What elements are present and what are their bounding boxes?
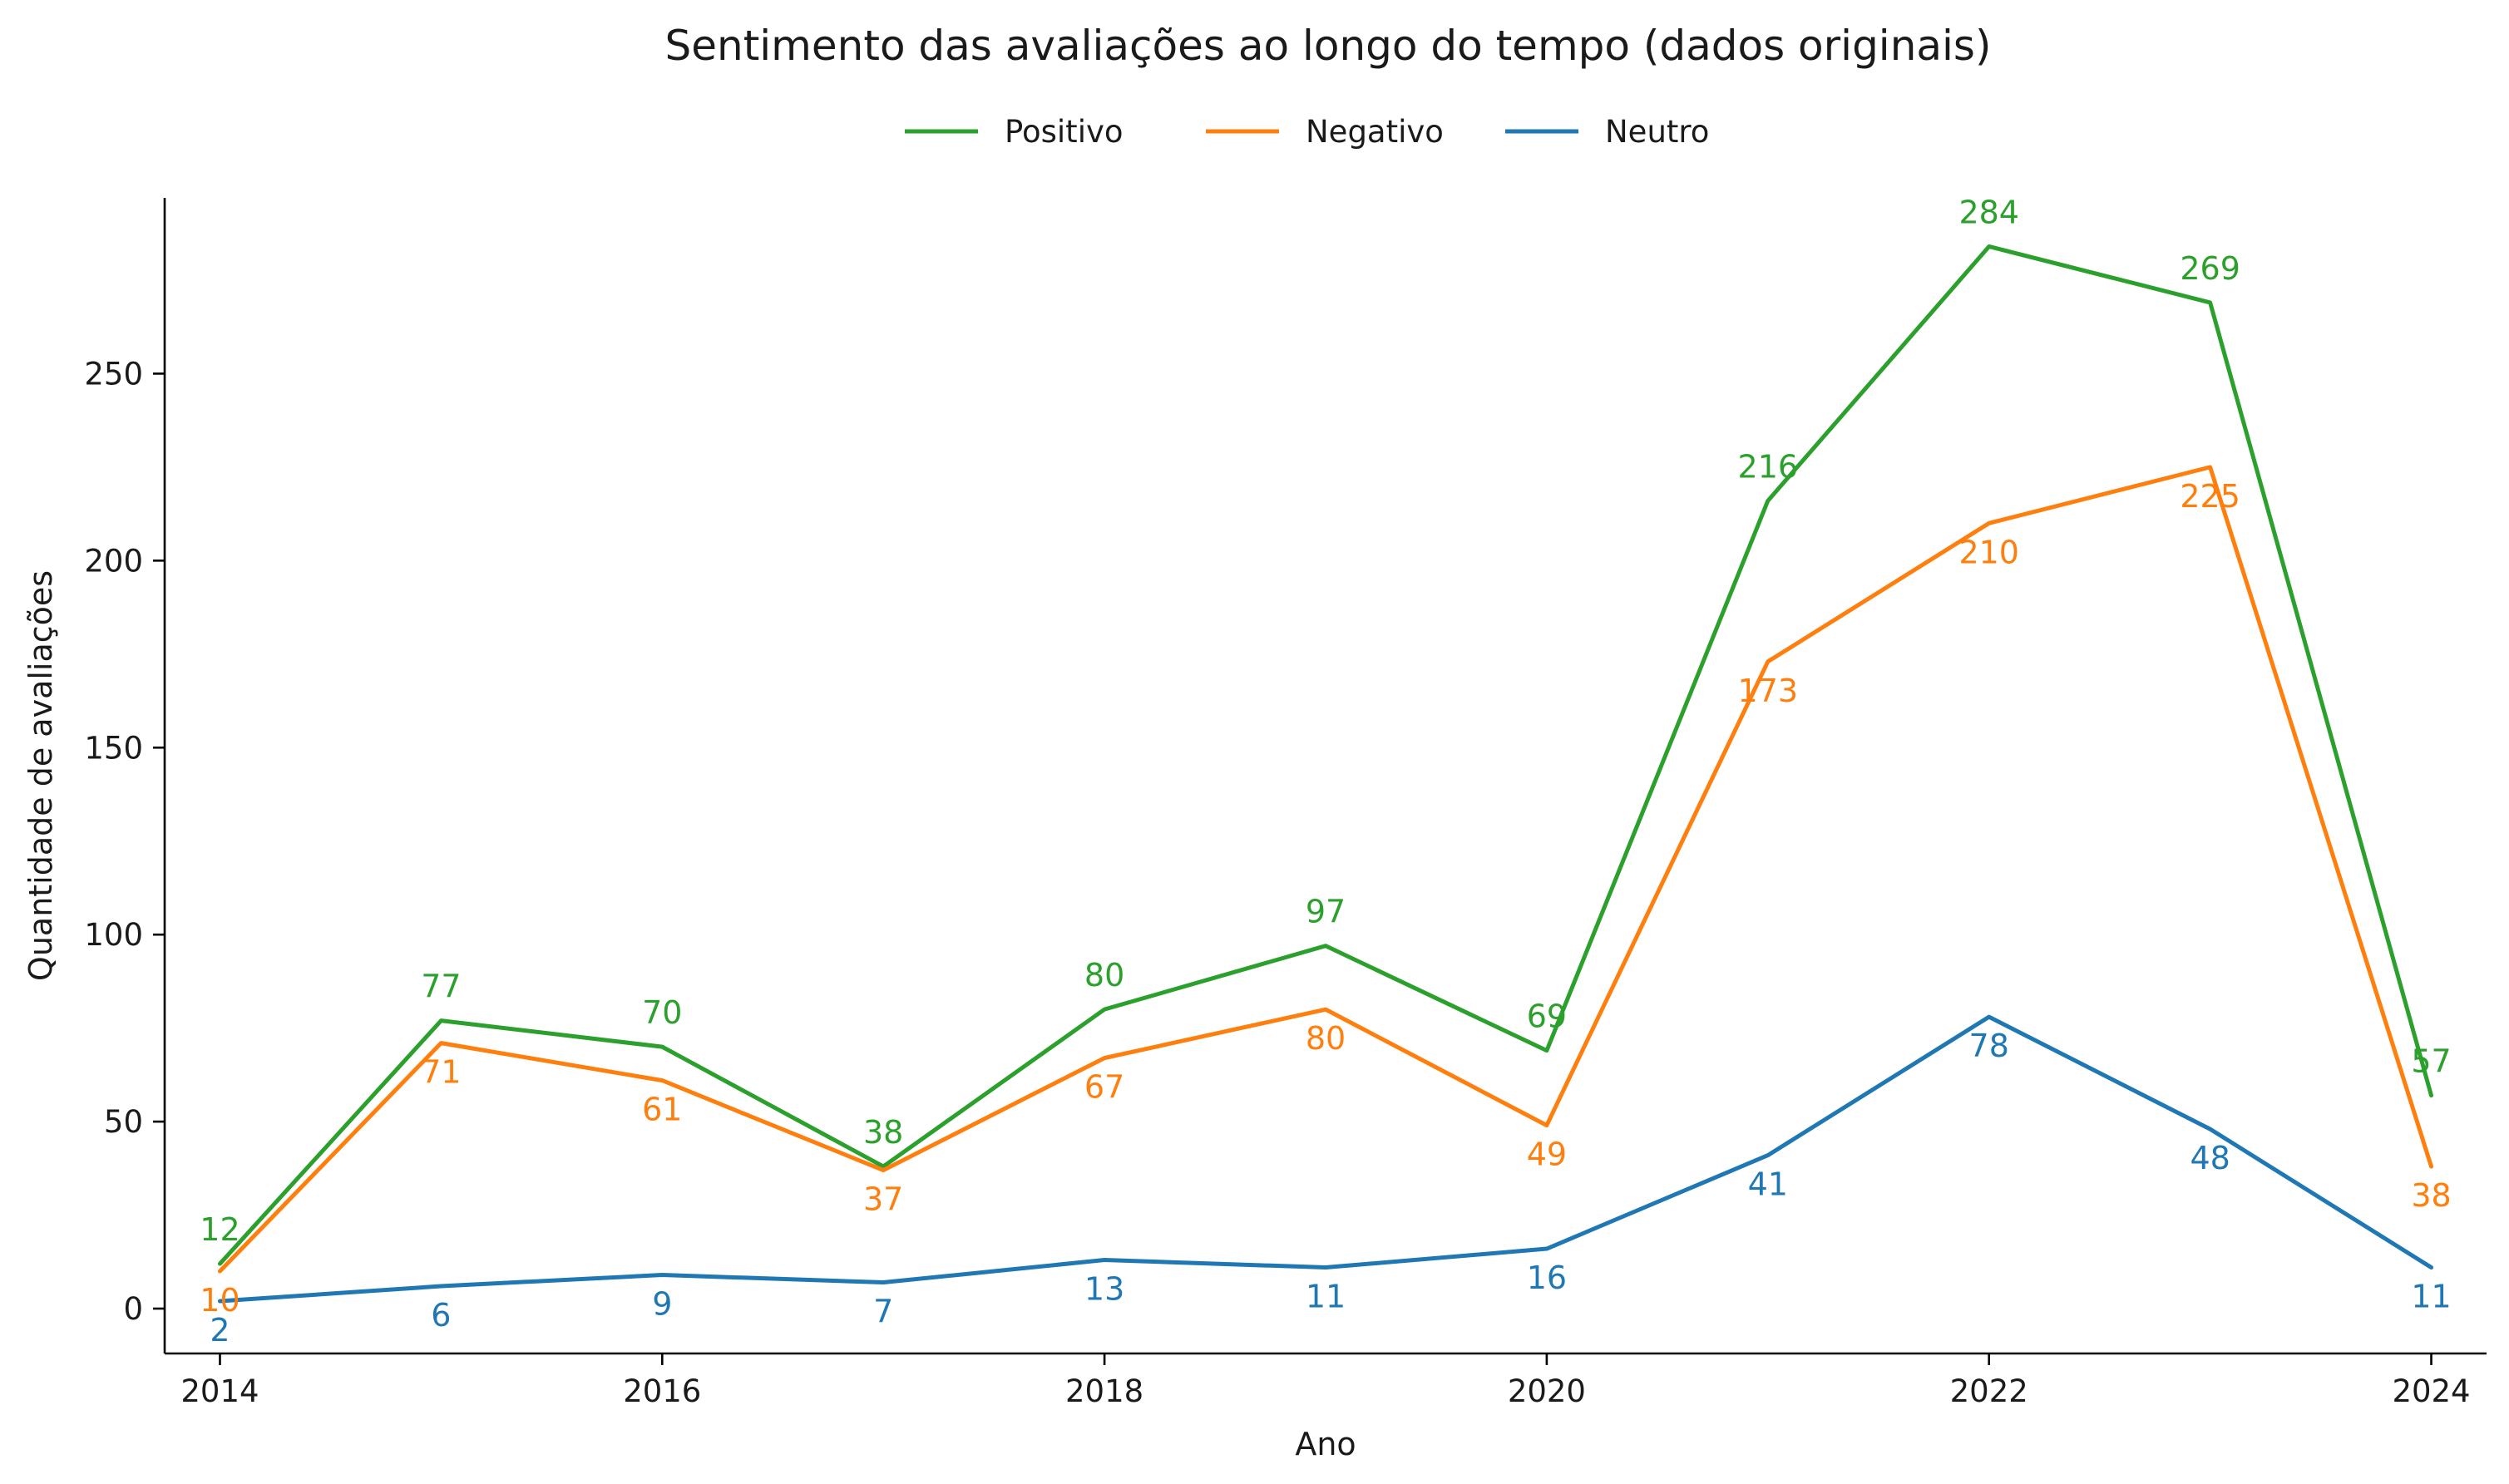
series-line-positivo (217, 244, 2434, 1266)
data-label-negativo-2014: 10 (200, 1282, 240, 1319)
y-tick-label-50: 50 (104, 1104, 143, 1140)
data-label-positivo-2019: 97 (1306, 894, 1346, 930)
x-tick-label-2024: 2024 (2392, 1373, 2470, 1409)
data-label-negativo-2020: 49 (1527, 1136, 1567, 1173)
chart-legend: Positivo Negativo Neutro (905, 114, 1709, 150)
data-labels: 1277703880976921628426957107161376780491… (200, 194, 2451, 1348)
data-label-neutro-2022: 78 (1969, 1028, 2009, 1064)
x-tick-label-2016: 2016 (623, 1373, 701, 1409)
data-label-negativo-2016: 61 (642, 1092, 682, 1128)
legend-label-neutro: Neutro (1605, 114, 1709, 150)
data-label-neutro-2017: 7 (873, 1294, 893, 1330)
data-label-positivo-2023: 269 (2180, 250, 2240, 287)
y-tick-label-100: 100 (84, 917, 143, 953)
series-lines (217, 244, 2434, 1304)
data-label-positivo-2018: 80 (1084, 957, 1124, 993)
data-label-positivo-2024: 57 (2411, 1043, 2451, 1080)
data-label-neutro-2018: 13 (1084, 1271, 1124, 1308)
data-label-neutro-2024: 11 (2411, 1279, 2451, 1315)
data-label-neutro-2023: 48 (2190, 1140, 2230, 1176)
x-axis-ticks: 2014 2016 2018 2020 2022 2024 (180, 1353, 2471, 1409)
data-label-negativo-2021: 173 (1738, 673, 1799, 709)
y-tick-label-200: 200 (84, 543, 143, 579)
data-label-negativo-2023: 225 (2180, 478, 2240, 515)
data-label-positivo-2021: 216 (1738, 448, 1799, 485)
x-tick-label-2018: 2018 (1065, 1373, 1143, 1409)
y-tick-label-250: 250 (84, 356, 143, 392)
data-label-neutro-2021: 41 (1748, 1166, 1788, 1203)
plot-area: 2014 2016 2018 2020 2022 2024 0 50 100 150 200 250… (84, 194, 2487, 1409)
data-label-neutro-2016: 9 (652, 1286, 672, 1323)
data-label-negativo-2019: 80 (1306, 1020, 1346, 1057)
data-label-negativo-2015: 71 (421, 1054, 461, 1091)
data-label-neutro-2014: 2 (210, 1312, 230, 1348)
data-label-neutro-2020: 16 (1527, 1260, 1567, 1296)
data-label-positivo-2022: 284 (1958, 194, 2019, 230)
x-tick-label-2022: 2022 (1950, 1373, 2028, 1409)
x-axis-label: Ano (1295, 1426, 1356, 1462)
data-label-negativo-2022: 210 (1958, 534, 2019, 570)
y-tick-label-150: 150 (84, 730, 143, 766)
data-label-positivo-2014: 12 (200, 1211, 240, 1248)
data-label-negativo-2018: 67 (1084, 1069, 1124, 1106)
data-label-neutro-2019: 11 (1306, 1279, 1346, 1315)
data-label-neutro-2015: 6 (431, 1297, 451, 1334)
x-tick-label-2014: 2014 (180, 1373, 259, 1409)
y-axis-label: Quantidade de avaliações (22, 570, 59, 981)
y-axis-ticks: 0 50 100 150 200 250 (84, 356, 165, 1327)
data-label-negativo-2017: 37 (863, 1181, 903, 1218)
y-tick-label-0: 0 (123, 1291, 143, 1327)
legend-label-negativo: Negativo (1306, 114, 1444, 150)
data-label-positivo-2016: 70 (642, 994, 682, 1031)
data-label-negativo-2024: 38 (2411, 1177, 2451, 1214)
series-line-negativo (217, 465, 2434, 1274)
chart-title: Sentimento das avaliações ao longo do te… (665, 22, 1992, 70)
data-label-positivo-2020: 69 (1527, 998, 1567, 1035)
data-label-positivo-2017: 38 (863, 1114, 903, 1151)
x-tick-label-2020: 2020 (1508, 1373, 1586, 1409)
legend-label-positivo: Positivo (1005, 114, 1124, 150)
data-label-positivo-2015: 77 (421, 969, 461, 1005)
series-line-neutro (217, 1014, 2434, 1304)
